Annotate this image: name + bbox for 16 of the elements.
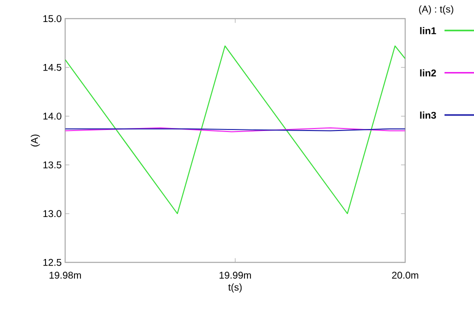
line-series — [65, 46, 406, 214]
x-tick-label: 19.98m — [50, 272, 81, 279]
legend-title: (A) : t(s) — [419, 6, 454, 15]
y-tick-label: 13.0 — [43, 210, 62, 218]
legend-label: lin3 — [420, 112, 436, 119]
y-tick-label: 14.0 — [43, 112, 62, 120]
legend-label: lin2 — [420, 70, 436, 77]
y-tick-label: 15.0 — [43, 15, 62, 22]
y-axis-title: (A) — [30, 134, 40, 147]
x-tick-label: 19.99m — [220, 272, 251, 279]
y-tick-label: 12.5 — [43, 259, 62, 266]
y-tick-label: 13.5 — [43, 162, 62, 169]
legend-label: lin1 — [420, 27, 436, 34]
x-axis-title: t(s) — [228, 284, 242, 293]
x-tick-label: 20.0m — [392, 272, 418, 279]
y-tick-label: 14.5 — [43, 64, 62, 72]
